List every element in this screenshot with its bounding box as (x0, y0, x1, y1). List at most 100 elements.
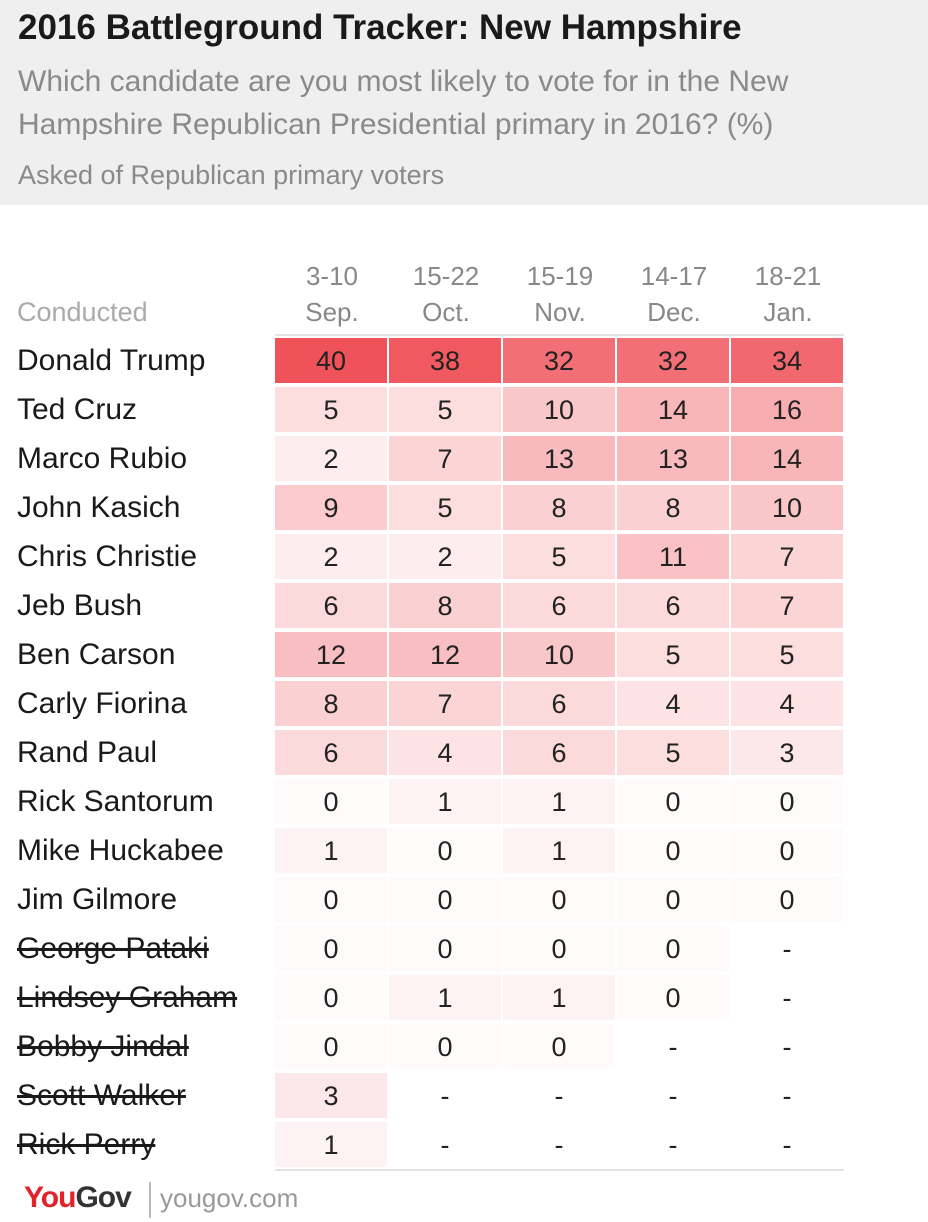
column-dates: 15-22 (412, 261, 480, 291)
value-cell: 0 (275, 975, 387, 1020)
value-cell: 0 (731, 828, 843, 873)
chart-subtitle: Which candidate are you most likely to v… (18, 65, 789, 141)
candidate-name: Chris Christie (17, 540, 198, 573)
chart-title: 2016 Battleground Tracker: New Hampshire (18, 8, 742, 47)
value-cell: 0 (731, 779, 843, 824)
value-cell: 0 (503, 877, 615, 922)
value-cell: 8 (503, 485, 615, 530)
value-cell: 10 (503, 632, 615, 677)
candidate-name: Marco Rubio (17, 442, 188, 475)
value-cell: - (554, 1081, 564, 1111)
value-cell: 0 (503, 1024, 615, 1069)
value-cell: 1 (275, 828, 387, 873)
value-cell: 1 (389, 975, 501, 1020)
value-cell: 0 (389, 926, 501, 971)
value-cell: - (782, 1081, 792, 1111)
value-cell: 8 (275, 681, 387, 726)
logo-gov: Gov (75, 1181, 131, 1214)
value-cell: 8 (617, 485, 729, 530)
value-cell: 4 (389, 730, 501, 775)
column-dates: 15-19 (526, 261, 594, 291)
value-cell: 32 (503, 338, 615, 383)
value-cell: 1 (503, 828, 615, 873)
value-cell: 0 (731, 877, 843, 922)
value-cell: 3 (275, 1073, 387, 1118)
candidate-name: Bobby Jindal (17, 1030, 189, 1063)
value-cell: 14 (617, 387, 729, 432)
value-cell: 12 (389, 632, 501, 677)
value-cell: 7 (389, 681, 501, 726)
column-header: 15-19 Nov. (503, 258, 617, 330)
column-header: 14-17 Dec. (617, 258, 731, 330)
column-month: Jan. (763, 297, 813, 327)
value-cell: 1 (275, 1122, 387, 1167)
candidate-name: Rick Santorum (17, 785, 214, 818)
value-cell: 0 (617, 926, 729, 971)
value-cell: 7 (731, 534, 843, 579)
value-cell: 5 (389, 485, 501, 530)
candidate-name: George Pataki (17, 932, 209, 965)
table-top-rule (275, 334, 844, 336)
candidate-name: Donald Trump (17, 344, 206, 377)
column-dates: 18-21 (754, 261, 822, 291)
logo-you: You (24, 1181, 76, 1214)
value-cell: 4 (731, 681, 843, 726)
value-cell: 9 (275, 485, 387, 530)
value-cell: 13 (503, 436, 615, 481)
value-cell: 34 (731, 338, 843, 383)
candidate-name: John Kasich (17, 491, 181, 524)
value-cell: 6 (503, 681, 615, 726)
value-cell: 10 (503, 387, 615, 432)
value-cell: 32 (617, 338, 729, 383)
value-cell: 5 (617, 632, 729, 677)
value-cell: 6 (617, 583, 729, 628)
value-cell: 1 (389, 779, 501, 824)
value-cell: 2 (275, 436, 387, 481)
value-cell: 6 (275, 730, 387, 775)
value-cell: 0 (503, 926, 615, 971)
value-cell: - (668, 1081, 678, 1111)
value-cell: 5 (617, 730, 729, 775)
value-cell: 6 (503, 583, 615, 628)
value-cell: 7 (389, 436, 501, 481)
value-cell: - (782, 1130, 792, 1160)
value-cell: - (782, 1032, 792, 1062)
value-cell: 1 (503, 779, 615, 824)
value-cell: 5 (503, 534, 615, 579)
value-cell: 6 (503, 730, 615, 775)
value-cell: 11 (617, 534, 729, 579)
column-month: Sep. (305, 297, 359, 327)
value-cell: - (554, 1130, 564, 1160)
column-header: 3-10 Sep. (275, 258, 389, 330)
column-month: Oct. (422, 297, 470, 327)
candidate-name: Rand Paul (17, 736, 158, 769)
value-cell: 0 (275, 779, 387, 824)
value-cell: 10 (731, 485, 843, 530)
value-cell: 4 (617, 681, 729, 726)
row-header-label: Conducted (17, 297, 148, 327)
value-cell: 0 (389, 877, 501, 922)
header-panel: 2016 Battleground Tracker: New Hampshire… (0, 0, 928, 205)
value-cell: 2 (389, 534, 501, 579)
value-cell: - (668, 1032, 678, 1062)
candidate-name: Ted Cruz (17, 393, 138, 426)
value-cell: 40 (275, 338, 387, 383)
value-cell: - (440, 1130, 450, 1160)
candidate-name: Jeb Bush (17, 589, 143, 622)
candidate-name: Scott Walker (17, 1079, 186, 1112)
candidate-name: Rick Perry (17, 1128, 156, 1161)
footer-site: yougov.com (160, 1183, 299, 1213)
value-cell: - (668, 1130, 678, 1160)
value-cell: - (782, 983, 792, 1013)
value-cell: 12 (275, 632, 387, 677)
value-cell: - (440, 1081, 450, 1111)
value-cell: 7 (731, 583, 843, 628)
value-cell: 2 (275, 534, 387, 579)
value-cell: 0 (617, 877, 729, 922)
value-cell: 38 (389, 338, 501, 383)
candidate-name: Ben Carson (17, 638, 176, 671)
candidate-name: Lindsey Graham (17, 981, 238, 1014)
footer-divider (149, 1182, 151, 1218)
column-month: Nov. (534, 297, 586, 327)
value-cell: 0 (389, 1024, 501, 1069)
